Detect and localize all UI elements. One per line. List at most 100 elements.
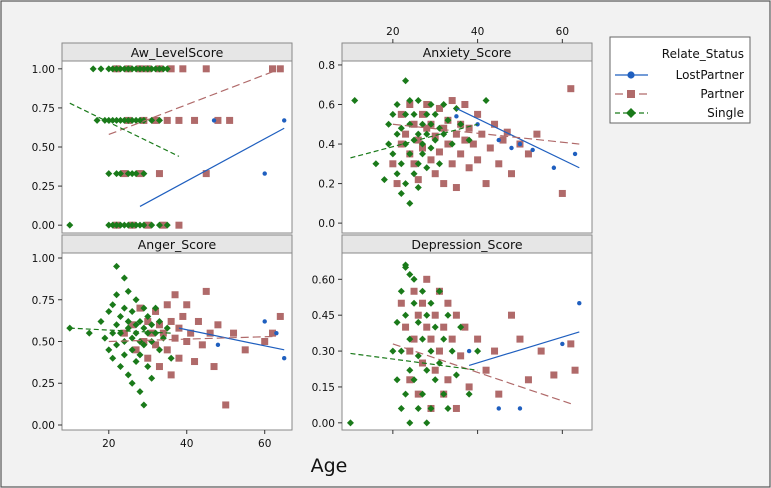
point-lostpartner-aw-levelscore-0 (211, 118, 217, 123)
point-partner-anxiety-score-9 (414, 136, 422, 144)
point-single-anxiety-score-30 (423, 110, 431, 118)
series-single-depression-score (346, 261, 482, 427)
point-partner-aw-levelscore-26 (175, 221, 183, 229)
point-partner-depression-score-31 (495, 390, 503, 398)
point-single-anger-score-7 (109, 301, 117, 309)
point-partner-anxiety-score-11 (419, 110, 427, 118)
point-partner-anxiety-score-35 (469, 140, 477, 148)
point-single-anger-score-35 (140, 341, 148, 349)
point-partner-anger-score-23 (183, 301, 191, 309)
point-partner-anxiety-score-13 (423, 124, 431, 132)
point-partner-aw-levelscore-8 (269, 65, 277, 73)
point-partner-depression-score-6 (414, 311, 422, 319)
point-single-anger-score-21 (124, 287, 132, 295)
point-partner-anger-score-33 (230, 329, 238, 337)
point-partner-depression-score-37 (567, 340, 575, 348)
point-single-depression-score-20 (419, 390, 427, 398)
plot-area-aw-levelscore (61, 60, 293, 234)
point-partner-anger-score-9 (152, 341, 160, 349)
y-tick-label-depression-score-1: 0.15 (312, 382, 335, 394)
point-partner-depression-score-3 (406, 376, 414, 384)
point-partner-depression-score-20 (444, 299, 452, 307)
point-single-anger-score-43 (148, 374, 156, 382)
point-partner-anger-score-37 (276, 312, 284, 320)
point-partner-depression-score-28 (474, 335, 482, 343)
fit-line-lostpartner-anger-score (178, 327, 285, 351)
point-partner-anger-score-31 (214, 321, 222, 329)
point-partner-anxiety-score-20 (435, 148, 443, 156)
point-single-aw-levelscore-0 (66, 221, 74, 229)
point-single-depression-score-17 (414, 404, 422, 412)
point-single-aw-levelscore-44 (120, 221, 128, 229)
point-partner-depression-score-7 (414, 390, 422, 398)
point-single-anger-score-3 (101, 334, 109, 342)
x-tick-label-bottom-0: 20 (102, 438, 115, 450)
point-single-anger-score-36 (140, 304, 148, 312)
point-lostpartner-aw-levelscore-1 (262, 171, 267, 176)
point-single-aw-levelscore-29 (136, 116, 144, 124)
point-single-aw-levelscore-12 (140, 65, 148, 73)
point-single-anger-score-24 (128, 346, 136, 354)
point-single-anxiety-score-45 (457, 120, 465, 128)
point-single-depression-score-32 (440, 390, 448, 398)
point-partner-depression-score-36 (550, 371, 558, 379)
point-single-aw-levelscore-7 (120, 65, 128, 73)
point-single-anxiety-score-37 (431, 110, 439, 118)
point-single-anger-score-8 (109, 354, 117, 362)
point-lostpartner-depression-score-3 (560, 341, 565, 347)
point-single-anger-score-1 (85, 329, 93, 337)
point-partner-anxiety-score-48 (533, 130, 541, 138)
point-partner-anger-score-21 (179, 312, 187, 320)
point-partner-anxiety-score-30 (457, 150, 465, 158)
point-single-anger-score-6 (109, 329, 117, 337)
point-partner-anxiety-score-43 (499, 136, 507, 144)
point-partner-anger-score-15 (167, 317, 175, 325)
point-single-anger-score-5 (105, 307, 113, 315)
point-single-aw-levelscore-38 (132, 170, 140, 178)
point-single-aw-levelscore-28 (132, 116, 140, 124)
point-partner-anxiety-score-7 (410, 120, 418, 128)
point-single-anger-score-40 (144, 363, 152, 371)
point-partner-anxiety-score-50 (567, 85, 575, 93)
point-partner-depression-score-2 (406, 347, 414, 355)
point-single-depression-score-3 (393, 318, 401, 326)
point-single-depression-score-40 (474, 347, 482, 355)
point-single-depression-score-25 (427, 347, 435, 355)
point-single-aw-levelscore-2 (97, 65, 105, 73)
point-partner-aw-levelscore-18 (120, 170, 128, 178)
point-partner-aw-levelscore-16 (214, 116, 222, 124)
point-partner-anxiety-score-17 (431, 132, 439, 140)
point-partner-depression-score-26 (461, 323, 469, 331)
fit-line-partner-aw-levelscore (108, 68, 281, 136)
point-single-aw-levelscore-1 (89, 65, 97, 73)
point-single-anxiety-score-28 (419, 150, 427, 158)
point-partner-anger-score-26 (194, 317, 202, 325)
panel-anger-score: Anger_Score 0.00 0.25 0.50 0.75 1.00 20 40 60 (32, 234, 293, 450)
point-partner-anxiety-score-25 (448, 97, 456, 105)
point-partner-anxiety-score-44 (503, 128, 511, 136)
point-partner-anxiety-score-22 (440, 180, 448, 188)
point-single-aw-levelscore-45 (124, 221, 132, 229)
point-single-anger-score-52 (120, 274, 128, 282)
point-single-anxiety-score-43 (448, 140, 456, 148)
point-single-aw-levelscore-17 (159, 65, 167, 73)
point-single-depression-score-7 (402, 390, 410, 398)
point-single-aw-levelscore-27 (128, 116, 136, 124)
point-partner-aw-levelscore-6 (179, 65, 187, 73)
x-tick-label-top-0: 20 (386, 26, 399, 38)
point-partner-aw-levelscore-7 (202, 65, 210, 73)
point-partner-aw-levelscore-5 (167, 65, 175, 73)
series-partner-anxiety-score (389, 85, 575, 197)
legend-label-lostpartner: LostPartner (676, 68, 744, 82)
point-single-anxiety-score-10 (397, 160, 405, 168)
point-single-anger-score-25 (128, 379, 136, 387)
panel-title-depression-score: Depression_Score (411, 237, 522, 252)
point-single-aw-levelscore-3 (105, 65, 113, 73)
point-partner-aw-levelscore-15 (191, 116, 199, 124)
point-single-anxiety-score-7 (393, 130, 401, 138)
point-single-aw-levelscore-20 (101, 116, 109, 124)
point-single-anxiety-score-20 (410, 136, 418, 144)
point-partner-depression-score-32 (507, 311, 515, 319)
point-single-depression-score-0 (346, 419, 354, 427)
point-partner-depression-score-5 (410, 335, 418, 343)
